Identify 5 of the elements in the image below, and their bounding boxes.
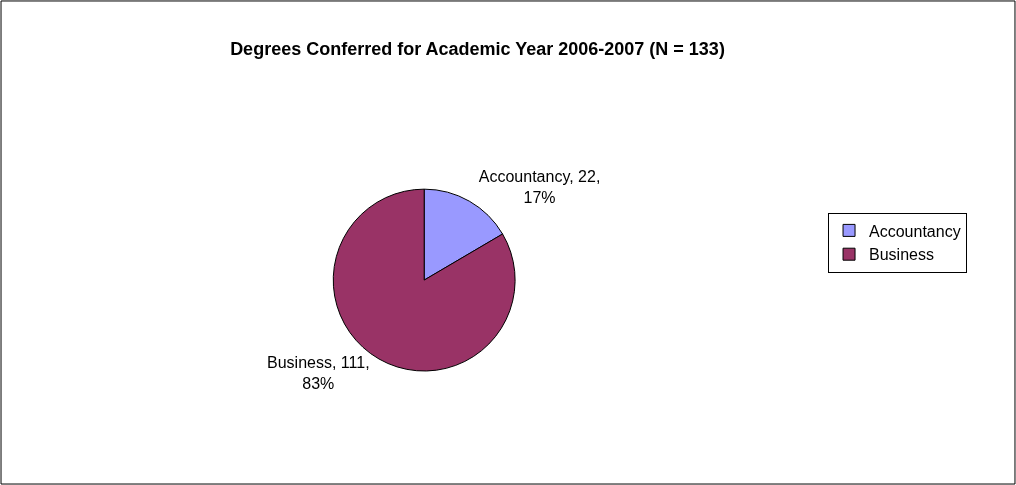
legend-label: Business [869,246,934,264]
chart-title: Degrees Conferred for Academic Year 2006-2007 (N = 133) [230,38,725,59]
data-label: Business, 111, 83% [267,354,370,393]
legend-label: Accountancy [869,222,961,240]
data-label: Accountancy, 22, 17% [478,168,601,206]
